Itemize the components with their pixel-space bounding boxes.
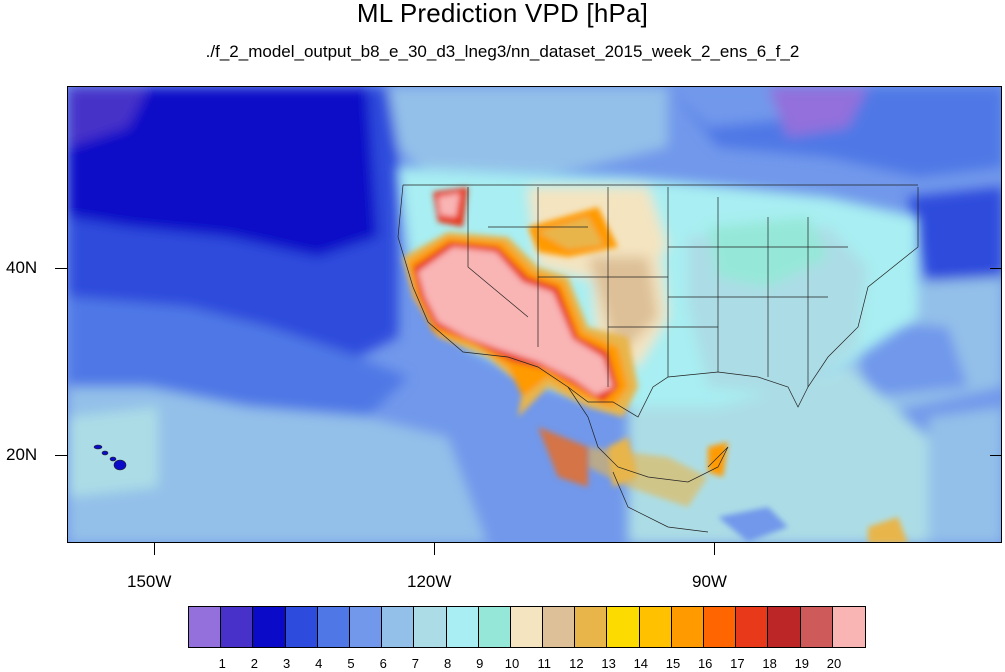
page-title: ML Prediction VPD [hPa] bbox=[356, 0, 649, 28]
y-tick-40n-right bbox=[990, 268, 1002, 269]
colorbar-swatch bbox=[832, 607, 865, 647]
colorbar-swatch bbox=[736, 607, 769, 647]
x-tick-120w bbox=[434, 543, 435, 555]
colorbar-tick-label: 10 bbox=[504, 656, 520, 671]
colorbar-swatch bbox=[414, 607, 447, 647]
x-tick-90w bbox=[714, 543, 715, 555]
colorbar-swatch bbox=[607, 607, 640, 647]
colorbar-swatch bbox=[704, 607, 737, 647]
colorbar-tick-label: 11 bbox=[537, 656, 551, 671]
political-borders bbox=[397, 184, 919, 533]
y-label-20n: 20N bbox=[6, 445, 38, 464]
colorbar-tick-label: 2 bbox=[250, 656, 259, 671]
colorbar-tick-label: 20 bbox=[826, 656, 842, 671]
colorbar-swatch bbox=[285, 607, 318, 647]
colorbar-tick-label: 14 bbox=[633, 656, 649, 671]
colorbar-tick-label: 6 bbox=[379, 656, 387, 671]
vpd-map bbox=[67, 86, 1002, 543]
x-label-150w: 150W bbox=[127, 572, 172, 591]
vpd-field-svg bbox=[68, 87, 1001, 542]
colorbar-swatch bbox=[189, 607, 222, 647]
colorbar-swatch bbox=[671, 607, 704, 647]
colorbar-swatch bbox=[253, 607, 286, 647]
colorbar-swatch bbox=[317, 607, 350, 647]
colorbar-tick-label: 15 bbox=[665, 656, 681, 671]
colorbar-swatch bbox=[639, 607, 672, 647]
colorbar-tick-label: 1 bbox=[218, 656, 226, 671]
x-tick-150w bbox=[154, 543, 155, 555]
y-tick-20n-left bbox=[55, 455, 67, 456]
colorbar-swatch bbox=[349, 607, 383, 647]
colorbar-swatch bbox=[478, 607, 511, 647]
y-tick-20n-right bbox=[990, 455, 1002, 456]
colorbar-tick-label: 7 bbox=[411, 656, 420, 671]
colorbar-tick-label: 16 bbox=[697, 656, 713, 671]
colorbar-tick-label: 9 bbox=[476, 656, 484, 671]
southwest-hot-field bbox=[403, 187, 728, 507]
colorbar-tick-label: 3 bbox=[282, 656, 291, 671]
colorbar-tick-label: 5 bbox=[347, 656, 355, 671]
colorbar-tick-label: 18 bbox=[762, 656, 777, 671]
y-tick-40n-left bbox=[55, 268, 67, 269]
page-subtitle: ./f_2_model_output_b8_e_30_d3_lneg3/nn_d… bbox=[205, 42, 800, 61]
ocean-bands bbox=[68, 87, 1001, 542]
hawaii-islands bbox=[93, 444, 127, 471]
colorbar-swatch bbox=[800, 607, 833, 647]
x-label-90w: 90W bbox=[692, 572, 727, 591]
colorbar-swatch bbox=[382, 607, 415, 647]
colorbar-swatch bbox=[575, 607, 608, 647]
colorbar-swatch bbox=[768, 607, 801, 647]
colorbar-swatch bbox=[221, 607, 254, 647]
colorbar-swatch bbox=[510, 607, 544, 647]
colorbar-tick-label: 19 bbox=[794, 656, 810, 671]
colorbar-tick-label: 13 bbox=[601, 656, 616, 671]
x-label-120w: 120W bbox=[407, 572, 452, 591]
colorbar-tick-label: 4 bbox=[315, 656, 323, 671]
colorbar-tick-label: 8 bbox=[443, 656, 452, 671]
colorbar-swatch bbox=[446, 607, 479, 647]
colorbar-tick-label: 12 bbox=[569, 656, 584, 671]
colorbar-swatch bbox=[543, 607, 576, 647]
colorbar-labels: 1 2 3 4 5 6 7 8 9 10 11 12 13 14 15 16 17 18 19 20 bbox=[188, 656, 868, 671]
colorbar-tick-label: 17 bbox=[730, 656, 745, 671]
y-label-40n: 40N bbox=[6, 258, 38, 277]
colorbar bbox=[188, 606, 866, 648]
